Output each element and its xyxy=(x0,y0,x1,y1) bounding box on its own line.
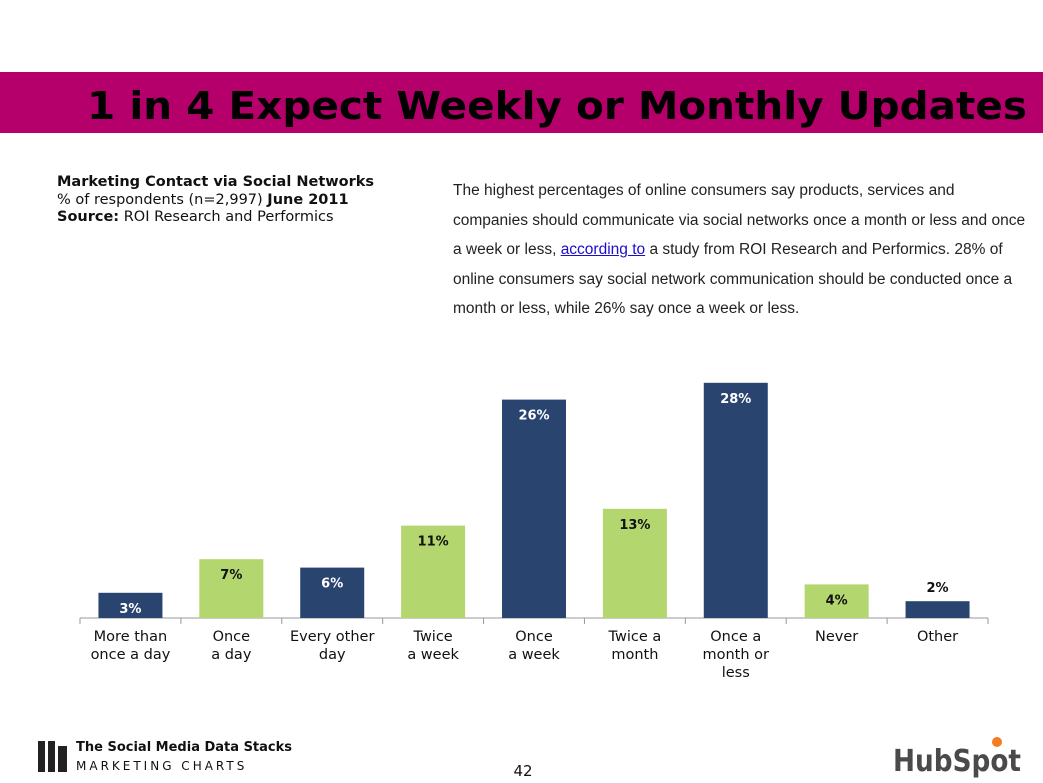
chart-heading: Marketing Contact via Social Networks xyxy=(57,174,375,190)
x-tick-label: Twice a week xyxy=(407,629,459,663)
title: 1 in 4 Expect Weekly or Monthly Updates xyxy=(87,84,1027,128)
value-label: 26% xyxy=(518,409,549,424)
logo: HubSpot xyxy=(893,744,1021,779)
value-label: 28% xyxy=(720,392,751,407)
chart: 3% 7% 6% 11% 26% 13% 28% 4% 2% xyxy=(79,382,989,624)
footer-logo xyxy=(38,741,67,772)
x-tick-label: Never xyxy=(815,629,859,645)
x-tick-label: Once a week xyxy=(508,629,560,663)
link[interactable]: according to xyxy=(560,241,646,258)
value-label: 7% xyxy=(220,568,242,583)
x-tick-label: Every other day xyxy=(289,629,375,663)
paragraph-text: The highest percentages of online consum… xyxy=(453,182,1026,258)
x-tick-label: Once a day xyxy=(211,629,252,663)
source-label: Source: xyxy=(57,209,120,225)
x-tick-label: Other xyxy=(916,629,959,645)
bar xyxy=(804,584,869,618)
chart-meta: % of respondents (n=2,997) June 2011 xyxy=(57,192,374,210)
brand: The Social Media Data Stacks xyxy=(76,740,292,755)
value-label: 13% xyxy=(619,518,650,533)
respondents: % of respondents (n=2,997) xyxy=(57,191,263,208)
paragraph-text: a study from ROI Research and Performics… xyxy=(453,241,1013,317)
bar xyxy=(98,592,163,618)
bar xyxy=(502,399,566,618)
chart-source: Source: ROI Research and Performics xyxy=(57,209,374,227)
value-label: 2% xyxy=(927,581,949,596)
x-tick-label: Once a month or less xyxy=(702,629,770,681)
bar xyxy=(602,508,667,618)
x-tick-label: Twice a month xyxy=(608,629,662,663)
bar xyxy=(401,525,466,618)
value-label: 3% xyxy=(119,602,141,617)
value-label: 4% xyxy=(826,593,848,608)
bar xyxy=(199,559,264,618)
date: June 2011 xyxy=(267,191,349,208)
logo-sprocket xyxy=(992,737,1002,747)
page-number: 42 xyxy=(513,762,532,780)
value-label: 6% xyxy=(321,577,343,592)
bar xyxy=(703,382,768,618)
source: ROI Research and Performics xyxy=(123,209,334,225)
x-tick-label: More than once a day xyxy=(90,629,171,663)
value-label: 11% xyxy=(418,535,449,550)
chart-info: Marketing Contact via Social Networks % … xyxy=(57,174,374,227)
title-band xyxy=(0,72,1043,133)
bar xyxy=(300,567,365,618)
brand-sub: MARKETING CHARTS xyxy=(76,759,247,773)
paragraph: The highest percentages of online consum… xyxy=(453,176,1028,324)
bar xyxy=(905,601,970,618)
